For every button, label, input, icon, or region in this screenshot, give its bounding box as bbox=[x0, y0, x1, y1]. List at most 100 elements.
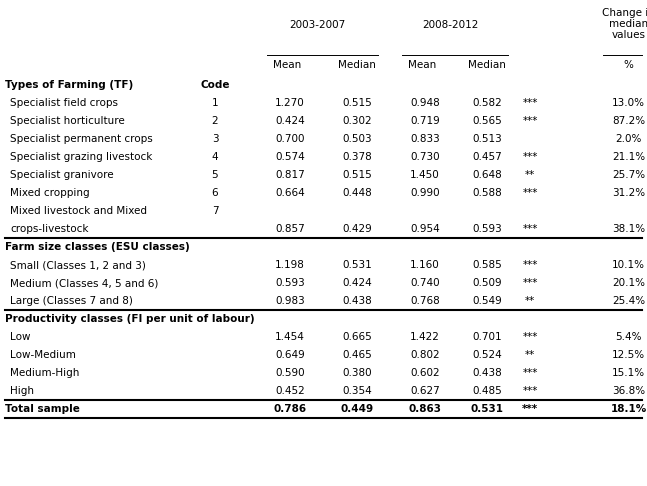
Text: 0.593: 0.593 bbox=[275, 278, 305, 288]
Text: 0.438: 0.438 bbox=[472, 368, 502, 378]
Text: 0.863: 0.863 bbox=[408, 404, 441, 414]
Text: Specialist grazing livestock: Specialist grazing livestock bbox=[10, 152, 153, 162]
Text: Mixed livestock and Mixed: Mixed livestock and Mixed bbox=[10, 206, 147, 216]
Text: Mixed cropping: Mixed cropping bbox=[10, 188, 90, 198]
Text: median: median bbox=[609, 19, 647, 29]
Text: 4: 4 bbox=[212, 152, 218, 162]
Text: 0.701: 0.701 bbox=[472, 332, 502, 342]
Text: Low: Low bbox=[10, 332, 30, 342]
Text: ***: *** bbox=[522, 386, 538, 396]
Text: 5: 5 bbox=[212, 170, 218, 180]
Text: 0.588: 0.588 bbox=[472, 188, 502, 198]
Text: Large (Classes 7 and 8): Large (Classes 7 and 8) bbox=[10, 296, 133, 306]
Text: 0.948: 0.948 bbox=[410, 98, 440, 108]
Text: 7: 7 bbox=[212, 206, 218, 216]
Text: 5.4%: 5.4% bbox=[615, 332, 642, 342]
Text: Small (Classes 1, 2 and 3): Small (Classes 1, 2 and 3) bbox=[10, 260, 146, 270]
Text: 0.602: 0.602 bbox=[410, 368, 440, 378]
Text: 0.452: 0.452 bbox=[275, 386, 305, 396]
Text: 0.649: 0.649 bbox=[275, 350, 305, 360]
Text: 0.740: 0.740 bbox=[410, 278, 440, 288]
Text: 0.857: 0.857 bbox=[275, 224, 305, 234]
Text: 36.8%: 36.8% bbox=[612, 386, 645, 396]
Text: 1.454: 1.454 bbox=[275, 332, 305, 342]
Text: 0.524: 0.524 bbox=[472, 350, 502, 360]
Text: 0.380: 0.380 bbox=[342, 368, 372, 378]
Text: 0.954: 0.954 bbox=[410, 224, 440, 234]
Text: 0.424: 0.424 bbox=[275, 116, 305, 126]
Text: 0.515: 0.515 bbox=[342, 170, 372, 180]
Text: Specialist field crops: Specialist field crops bbox=[10, 98, 118, 108]
Text: 18.1%: 18.1% bbox=[610, 404, 646, 414]
Text: 0.429: 0.429 bbox=[342, 224, 372, 234]
Text: 1.450: 1.450 bbox=[410, 170, 440, 180]
Text: 2: 2 bbox=[212, 116, 218, 126]
Text: Change in: Change in bbox=[602, 8, 647, 18]
Text: ***: *** bbox=[522, 278, 538, 288]
Text: 0.485: 0.485 bbox=[472, 386, 502, 396]
Text: 0.449: 0.449 bbox=[340, 404, 373, 414]
Text: 0.700: 0.700 bbox=[275, 134, 305, 144]
Text: Mean: Mean bbox=[408, 60, 436, 70]
Text: 1: 1 bbox=[212, 98, 218, 108]
Text: 0.582: 0.582 bbox=[472, 98, 502, 108]
Text: ***: *** bbox=[522, 404, 538, 414]
Text: %: % bbox=[624, 60, 633, 70]
Text: Mean: Mean bbox=[273, 60, 301, 70]
Text: Types of Farming (TF): Types of Farming (TF) bbox=[5, 80, 133, 90]
Text: Medium-High: Medium-High bbox=[10, 368, 80, 378]
Text: 0.665: 0.665 bbox=[342, 332, 372, 342]
Text: 0.585: 0.585 bbox=[472, 260, 502, 270]
Text: 0.513: 0.513 bbox=[472, 134, 502, 144]
Text: 0.503: 0.503 bbox=[342, 134, 372, 144]
Text: 0.457: 0.457 bbox=[472, 152, 502, 162]
Text: 0.817: 0.817 bbox=[275, 170, 305, 180]
Text: 2.0%: 2.0% bbox=[615, 134, 642, 144]
Text: 0.302: 0.302 bbox=[342, 116, 372, 126]
Text: 1.160: 1.160 bbox=[410, 260, 440, 270]
Text: 0.531: 0.531 bbox=[470, 404, 503, 414]
Text: 0.378: 0.378 bbox=[342, 152, 372, 162]
Text: 0.719: 0.719 bbox=[410, 116, 440, 126]
Text: 0.627: 0.627 bbox=[410, 386, 440, 396]
Text: 1.198: 1.198 bbox=[275, 260, 305, 270]
Text: 10.1%: 10.1% bbox=[612, 260, 645, 270]
Text: High: High bbox=[10, 386, 34, 396]
Text: 12.5%: 12.5% bbox=[612, 350, 645, 360]
Text: Medium (Classes 4, 5 and 6): Medium (Classes 4, 5 and 6) bbox=[10, 278, 159, 288]
Text: 38.1%: 38.1% bbox=[612, 224, 645, 234]
Text: 0.648: 0.648 bbox=[472, 170, 502, 180]
Text: 0.990: 0.990 bbox=[410, 188, 440, 198]
Text: Farm size classes (ESU classes): Farm size classes (ESU classes) bbox=[5, 242, 190, 252]
Text: 0.786: 0.786 bbox=[274, 404, 307, 414]
Text: 13.0%: 13.0% bbox=[612, 98, 645, 108]
Text: 0.590: 0.590 bbox=[275, 368, 305, 378]
Text: 25.4%: 25.4% bbox=[612, 296, 645, 306]
Text: 0.730: 0.730 bbox=[410, 152, 440, 162]
Text: 0.664: 0.664 bbox=[275, 188, 305, 198]
Text: 1.270: 1.270 bbox=[275, 98, 305, 108]
Text: 1.422: 1.422 bbox=[410, 332, 440, 342]
Text: 0.438: 0.438 bbox=[342, 296, 372, 306]
Text: 0.565: 0.565 bbox=[472, 116, 502, 126]
Text: 0.424: 0.424 bbox=[342, 278, 372, 288]
Text: 0.574: 0.574 bbox=[275, 152, 305, 162]
Text: 31.2%: 31.2% bbox=[612, 188, 645, 198]
Text: 2008-2012: 2008-2012 bbox=[422, 20, 478, 30]
Text: Low-Medium: Low-Medium bbox=[10, 350, 76, 360]
Text: 87.2%: 87.2% bbox=[612, 116, 645, 126]
Text: ***: *** bbox=[522, 368, 538, 378]
Text: 0.983: 0.983 bbox=[275, 296, 305, 306]
Text: **: ** bbox=[525, 296, 535, 306]
Text: 0.549: 0.549 bbox=[472, 296, 502, 306]
Text: 0.531: 0.531 bbox=[342, 260, 372, 270]
Text: Specialist horticulture: Specialist horticulture bbox=[10, 116, 125, 126]
Text: ***: *** bbox=[522, 332, 538, 342]
Text: 0.465: 0.465 bbox=[342, 350, 372, 360]
Text: Total sample: Total sample bbox=[5, 404, 80, 414]
Text: ***: *** bbox=[522, 152, 538, 162]
Text: 6: 6 bbox=[212, 188, 218, 198]
Text: 0.593: 0.593 bbox=[472, 224, 502, 234]
Text: 0.802: 0.802 bbox=[410, 350, 440, 360]
Text: ***: *** bbox=[522, 116, 538, 126]
